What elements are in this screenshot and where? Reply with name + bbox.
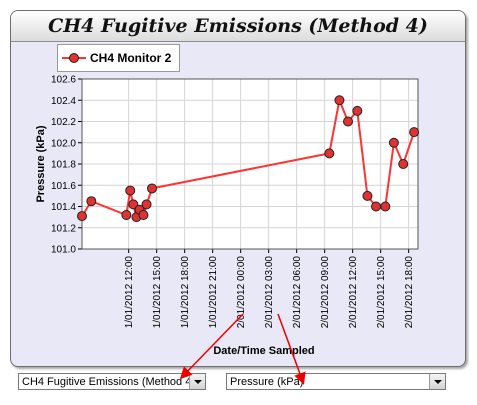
y-tick-label: 101.8 [51, 160, 76, 171]
x-tick-label: 1/01/2012 12:00 [124, 256, 135, 329]
data-point [371, 201, 381, 212]
chevron-down-icon[interactable] [189, 374, 205, 389]
legend-marker-icon [62, 53, 86, 63]
y-tick-label: 101.0 [51, 245, 76, 256]
method-select-value: CH4 Fugitive Emissions (Method 4) [22, 376, 196, 388]
data-point [362, 190, 373, 201]
y-tick-label: 102.4 [51, 96, 76, 107]
x-tick-label: 2/01/2012 00:00 [236, 256, 247, 329]
data-point [147, 183, 157, 194]
panel-title: CH4 Fugitive Emissions (Method 4) [11, 11, 465, 42]
data-point [77, 211, 87, 222]
data-point [141, 199, 152, 210]
data-point [138, 210, 149, 220]
x-tick-label: 2/01/2012 15:00 [376, 256, 387, 329]
data-point [409, 127, 420, 138]
method-select[interactable]: CH4 Fugitive Emissions (Method 4) [18, 373, 206, 390]
data-point [398, 159, 409, 169]
x-tick-label: 1/01/2012 18:00 [180, 256, 191, 329]
x-tick-label: 2/01/2012 18:00 [404, 256, 415, 329]
chart-legend: CH4 Monitor 2 [57, 44, 181, 72]
legend-label: CH4 Monitor 2 [90, 51, 172, 65]
y-tick-label: 101.2 [51, 223, 76, 234]
data-point [324, 148, 335, 159]
data-point [343, 116, 353, 127]
y-tick-label: 101.6 [51, 181, 76, 192]
data-point [352, 105, 363, 116]
x-tick-label: 1/01/2012 21:00 [208, 256, 219, 329]
x-tick-label: 2/01/2012 12:00 [348, 256, 359, 329]
data-point [121, 210, 132, 220]
y-tick-label: 102.2 [51, 117, 76, 128]
plot-border [81, 78, 419, 250]
data-point [380, 201, 391, 212]
data-point [128, 199, 139, 210]
y-axis-title: Pressure (kPa) [35, 125, 47, 202]
data-point [86, 196, 97, 207]
x-axis-title: Date/Time Sampled [213, 345, 314, 357]
data-point [125, 185, 136, 196]
x-tick-label: 2/01/2012 06:00 [292, 256, 303, 329]
y-tick-label: 102.0 [51, 138, 76, 149]
x-tick-label: 1/01/2012 15:00 [152, 256, 163, 329]
data-point [388, 137, 399, 148]
x-tick-label: 2/01/2012 03:00 [264, 256, 275, 329]
parameter-select[interactable]: Pressure (kPa) [226, 373, 446, 390]
y-tick-label: 101.4 [51, 202, 76, 213]
chevron-down-icon[interactable] [429, 374, 445, 389]
y-tick-label: 102.6 [51, 75, 76, 86]
x-tick-label: 2/01/2012 09:00 [320, 256, 331, 329]
data-point [334, 95, 345, 106]
parameter-select-value: Pressure (kPa) [230, 376, 304, 388]
